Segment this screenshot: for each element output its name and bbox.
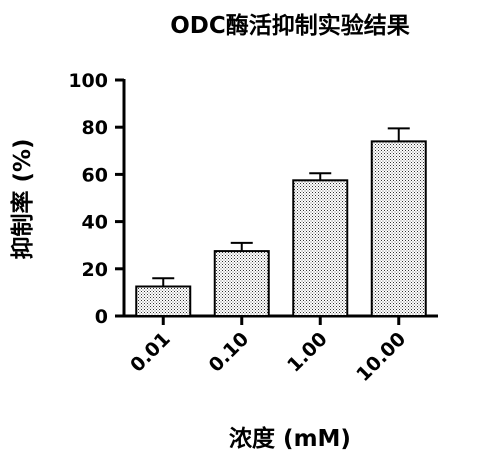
- y-tick-label: 40: [82, 212, 108, 234]
- bar: [370, 140, 427, 317]
- tick-labels: 0 20 40 60 80 100 0.01 0.10 1.00 10.00: [68, 70, 410, 386]
- x-axis-label: 浓度 (mM): [229, 425, 351, 452]
- x-tick-label: 0.01: [126, 328, 175, 377]
- y-tick-label: 0: [95, 306, 108, 328]
- x-tick-label: 0.10: [205, 328, 254, 377]
- bars: [135, 127, 427, 318]
- bar: [213, 250, 270, 318]
- x-tick-label: 10.00: [352, 328, 410, 386]
- y-tick-label: 100: [68, 70, 108, 92]
- y-tick-label: 80: [82, 117, 108, 139]
- x-tick-label: 1.00: [283, 328, 332, 377]
- chart-title: ODC酶活抑制实验结果: [170, 12, 410, 39]
- y-axis-label: 抑制率 (%): [9, 138, 36, 259]
- bar: [135, 285, 192, 317]
- y-tick-label: 20: [82, 259, 108, 281]
- y-tick-label: 60: [82, 164, 108, 186]
- bar: [292, 179, 349, 317]
